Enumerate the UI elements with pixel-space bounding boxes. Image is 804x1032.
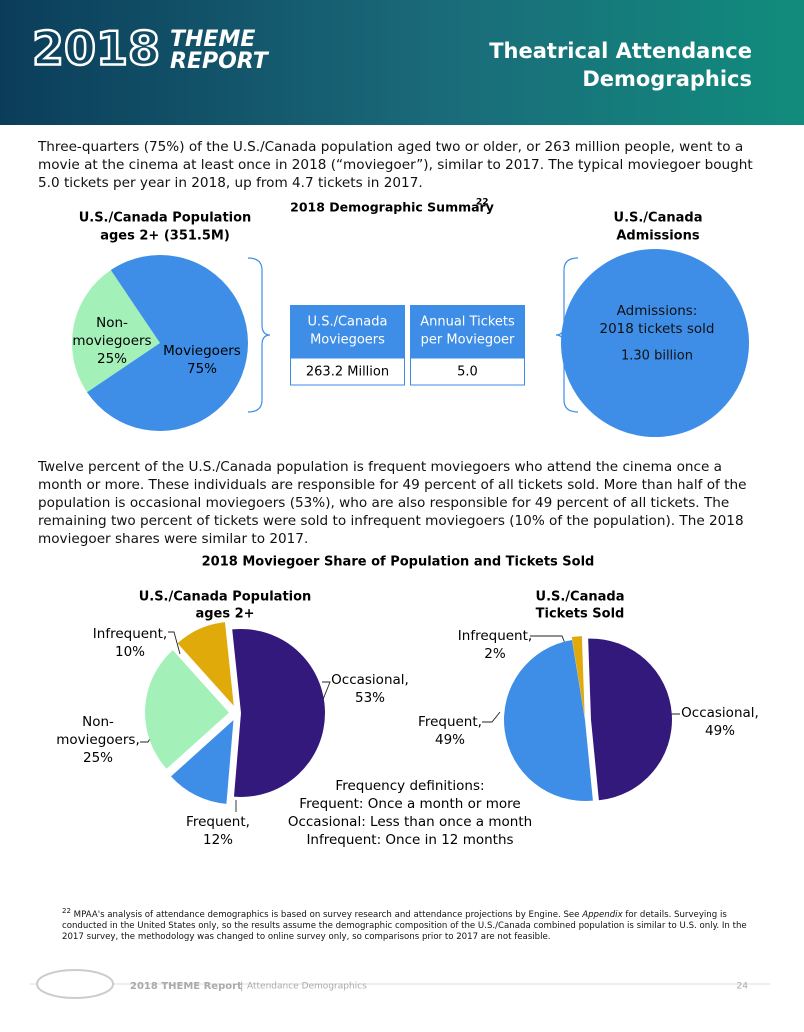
pie-slice [145, 650, 230, 769]
footer-logo [36, 969, 114, 999]
slice-value-label: 25% [83, 750, 113, 766]
paragraph: Twelve percent of the U.S./Canada popula… [38, 459, 747, 547]
slice-label: Moviegoers [163, 343, 241, 359]
footnote-text: for details. Surveying is conducted in t… [62, 909, 747, 942]
logo-year: 2018 [32, 22, 160, 76]
share-title: 2018 Moviegoer Share of Population and T… [202, 555, 595, 570]
footnote-text: Appendix [582, 909, 623, 920]
definitions-title: Frequency definitions: [335, 778, 484, 794]
leader-lines [140, 631, 680, 812]
bracket [247, 257, 271, 413]
pie-title: Tickets Sold [536, 607, 625, 622]
admissions-circle [561, 249, 749, 437]
admissions-text: 2018 tickets sold [600, 321, 715, 337]
slice-label: Frequent, [186, 814, 250, 830]
admissions-title: Admissions [616, 229, 699, 244]
box-value: 263.2 Million [306, 365, 389, 380]
box-heading: U.S./Canada [308, 315, 388, 330]
logo-word: THEME [170, 27, 255, 52]
page-number: 24 [737, 982, 749, 992]
slice-value-label: 49% [435, 732, 465, 748]
pie-slice [87, 255, 248, 432]
slice-label: Occasional, [331, 672, 409, 688]
footer-separator: | [240, 981, 243, 992]
slice-label: moviegoers, [56, 732, 139, 748]
slice-label: Non- [82, 714, 114, 730]
pie-title: ages 2+ (351.5M) [100, 229, 230, 244]
admissions-text: Admissions: [617, 303, 698, 319]
slice-label: Non- [96, 315, 128, 331]
footnote-number: 22 [62, 907, 71, 915]
header-title: Theatrical Attendance [489, 39, 752, 63]
pie-title: U.S./Canada [536, 590, 625, 605]
pie-slice [171, 720, 234, 804]
intro-paragraph: Three-quarters (75%) of the U.S./Canada … [38, 139, 753, 191]
slice-label: Infrequent, [93, 626, 167, 642]
slice-value-label: 12% [203, 832, 233, 848]
header-band [0, 0, 804, 125]
box-value: 5.0 [457, 365, 478, 380]
slice-value-label: 53% [355, 690, 385, 706]
slice-label: Frequent, [418, 714, 482, 730]
box-value-cell [410, 357, 525, 386]
pie-title: ages 2+ [195, 607, 254, 622]
admissions-title: U.S./Canada [614, 211, 703, 226]
header-title: Demographics [582, 67, 752, 91]
logo-word: REPORT [170, 49, 270, 74]
box-header [410, 305, 525, 358]
slice-label: moviegoers [72, 333, 151, 349]
slice-label: Occasional, [681, 705, 759, 721]
box-heading: per Moviegoer [421, 333, 515, 348]
definition-line: Frequent: Once a month or more [299, 796, 520, 812]
slice-label: Infrequent, [458, 628, 532, 644]
summary-title: 2018 Demographic Summary [290, 200, 494, 215]
pie-slice [71, 270, 160, 393]
definition-line: Occasional: Less than once a month [288, 814, 532, 830]
box-header [290, 305, 405, 358]
footnote-ref: 22 [476, 198, 489, 208]
pie-slice [571, 636, 585, 718]
footnote-text: MPAA's analysis of attendance demographi… [73, 909, 583, 920]
pie-title: U.S./Canada Population [79, 211, 252, 226]
slice-value-label: 2% [484, 646, 506, 662]
pie-slice [504, 640, 593, 801]
admissions-value: 1.30 billion [621, 349, 693, 364]
pie-slice [177, 622, 234, 706]
footer-report: 2018 THEME Report [130, 981, 242, 992]
slice-value-label: 10% [115, 644, 145, 660]
pie-slice [588, 638, 672, 801]
slice-value-label: 25% [97, 351, 127, 367]
definition-line: Infrequent: Once in 12 months [306, 832, 513, 848]
box-value-cell [290, 357, 405, 386]
slice-value-label: 49% [705, 723, 735, 739]
footnote: 22 MPAA's analysis of attendance demogra… [62, 906, 752, 943]
footer-section: Attendance Demographics [247, 982, 367, 992]
bracket [555, 257, 579, 413]
box-heading: Annual Tickets [420, 315, 515, 330]
pie-slice [232, 628, 325, 797]
box-heading: Moviegoers [310, 333, 385, 348]
slice-value-label: 75% [187, 361, 217, 377]
pie-title: U.S./Canada Population [139, 590, 312, 605]
